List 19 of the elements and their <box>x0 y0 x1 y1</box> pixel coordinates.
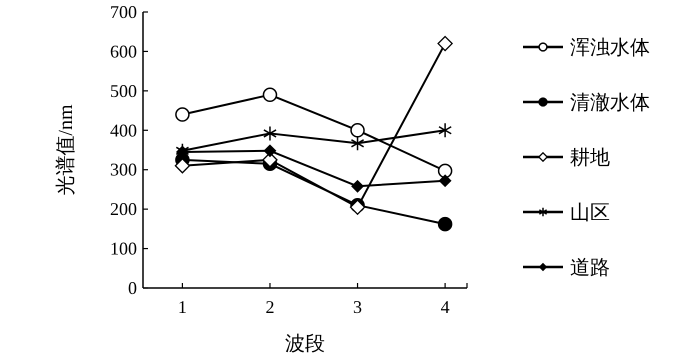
y-tick-label: 400 <box>110 120 137 140</box>
legend-label: 清澈水体 <box>570 92 650 114</box>
y-tick-label: 300 <box>110 160 137 180</box>
y-tick-label: 500 <box>110 80 137 101</box>
legend-label: 浑浊水体 <box>570 37 650 59</box>
x-axis-title: 波段 <box>285 333 325 355</box>
legend-label: 耕地 <box>570 147 610 169</box>
y-tick-label: 100 <box>110 238 137 259</box>
legend-label: 道路 <box>570 257 610 279</box>
y-tick-label: 600 <box>110 41 137 62</box>
y-tick-label: 700 <box>110 2 137 22</box>
legend-label: 山区 <box>570 202 610 224</box>
x-tick-label: 4 <box>440 297 450 317</box>
x-tick-label: 2 <box>265 297 274 317</box>
x-tick-label: 3 <box>353 297 362 317</box>
y-tick-label: 200 <box>110 199 137 220</box>
x-tick-label: 1 <box>178 297 187 317</box>
y-tick-label: 0 <box>128 278 137 298</box>
y-axis-title: 光谱值/nm <box>55 104 77 196</box>
